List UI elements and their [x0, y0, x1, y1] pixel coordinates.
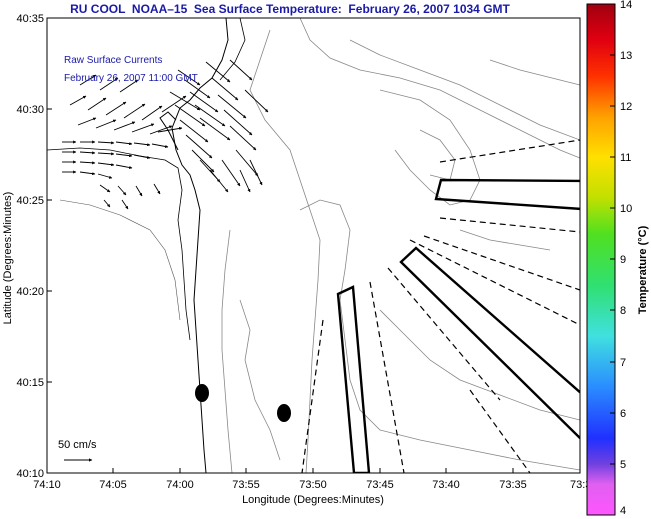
y-tick-labels: 40:35 40:30 40:25 40:20 40:15 40:10: [16, 13, 44, 480]
x-tick-label: 74:00: [166, 479, 194, 491]
survey-boxes: [336, 178, 580, 473]
colorbar-tick: 13: [620, 50, 632, 62]
station-marker: [195, 384, 209, 402]
axis-ticks: [46, 17, 514, 474]
colorbar-tick: 4: [620, 505, 626, 517]
coastline: [171, 18, 229, 473]
y-tick-label: 40:15: [16, 377, 44, 389]
y-tick-label: 40:35: [16, 13, 44, 25]
colorbar-tick: 14: [620, 0, 632, 11]
x-tick-label: 73:3: [570, 479, 591, 491]
bathymetry-contours: [221, 18, 580, 473]
y-tick-label: 40:25: [16, 195, 44, 207]
current-vectors: [62, 59, 269, 210]
glider-track-lines: [301, 139, 580, 473]
x-tick-label: 73:45: [366, 479, 394, 491]
x-tick-label: 73:35: [499, 479, 527, 491]
colorbar-tick: 8: [620, 305, 626, 317]
inlet-shore: [47, 147, 191, 341]
map-title: RU COOL NOAA–15 Sea Surface Temperature:…: [70, 2, 510, 16]
colorbar-tick: 11: [620, 152, 631, 164]
colorbar-tick: 9: [620, 254, 626, 266]
colorbar-tick: 10: [620, 203, 632, 215]
plot-area: Raw Surface Currents February 26, 2007 1…: [46, 17, 581, 474]
x-tick-label: 73:50: [299, 479, 327, 491]
y-tick-label: 40:20: [16, 286, 44, 298]
colorbar-label: Temperature (°C): [637, 225, 649, 314]
legend-line-1: Raw Surface Currents: [64, 55, 162, 66]
x-tick-labels: 74:10 74:05 74:00 73:55 73:50 73:45 73:4…: [33, 479, 591, 491]
x-tick-label: 74:05: [99, 479, 127, 491]
sandy-hook: [159, 111, 179, 151]
colorbar-tick: 6: [620, 408, 626, 420]
y-tick-label: 40:10: [16, 468, 44, 480]
colorbar-tick: 12: [620, 101, 632, 113]
colorbar-tick: 5: [620, 459, 626, 471]
colorbar: 14 13 12 11 10 9 8 7 6 5 4 Temperature (…: [586, 0, 649, 517]
x-tick-label: 74:10: [33, 479, 61, 491]
colorbar-tick: 7: [620, 357, 626, 369]
x-tick-label: 73:55: [232, 479, 260, 491]
station-marker: [277, 404, 291, 422]
x-tick-label: 73:40: [432, 479, 460, 491]
legend-line-2: February 26, 2007 11:00 GMT: [64, 73, 198, 84]
y-tick-label: 40:30: [16, 104, 44, 116]
x-axis-label: Longitude (Degrees:Minutes): [242, 494, 384, 506]
y-axis-label: Latitude (Degrees:Minutes): [2, 192, 14, 325]
vector-scale-label: 50 cm/s: [58, 439, 97, 451]
